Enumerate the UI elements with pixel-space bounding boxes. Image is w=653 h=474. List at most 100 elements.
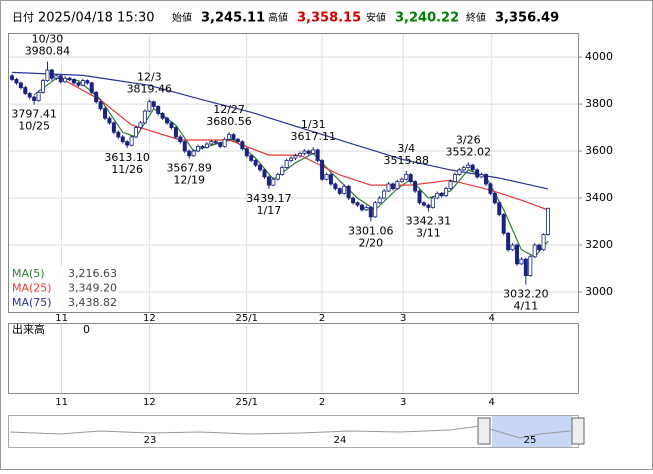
y-tick-label: 4000 <box>585 50 613 63</box>
candle-body <box>448 181 453 190</box>
candle-body <box>510 244 515 251</box>
candle-body <box>23 87 28 94</box>
candle-body <box>408 174 413 183</box>
candle-body <box>266 176 271 186</box>
candle-body <box>213 141 218 144</box>
candle-body <box>227 134 232 140</box>
candle-body <box>386 183 391 192</box>
candle-body <box>54 75 59 79</box>
candle-body <box>546 207 551 235</box>
candle-body <box>382 190 387 199</box>
annotation-value: 3032.20 <box>503 287 549 300</box>
candle-body <box>27 93 32 98</box>
volume-tick-label: 0 <box>83 323 90 336</box>
navigator-handle[interactable] <box>477 417 491 445</box>
candle-body <box>537 244 542 251</box>
annotation-date: 3/26 <box>456 133 481 146</box>
candle-body <box>421 202 426 206</box>
navigator-label: 24 <box>334 435 347 446</box>
candle-body <box>284 160 289 168</box>
annotation-date: 10/25 <box>18 120 50 133</box>
candle-body <box>333 183 338 190</box>
candle-body <box>147 101 152 112</box>
candle-body <box>328 174 333 185</box>
annotation-value: 3567.89 <box>166 162 212 175</box>
candle-body <box>262 169 267 178</box>
candle-body <box>532 244 537 258</box>
field-label: 安値 <box>366 11 386 24</box>
x-tick-label: 12 <box>143 397 156 408</box>
candle-body <box>142 110 147 124</box>
x-tick-label: 3 <box>400 397 406 408</box>
candle-body <box>240 141 245 150</box>
navigator-handle[interactable] <box>571 417 585 445</box>
annotation-value: 3552.02 <box>446 145 492 158</box>
annotation-date: 2/20 <box>358 236 383 249</box>
candle-body <box>151 101 156 107</box>
y-tick-label: 3400 <box>585 191 613 204</box>
annotation-date: 3/11 <box>416 227 441 240</box>
annotation-value: 3613.10 <box>104 151 150 164</box>
candle-body <box>501 214 506 234</box>
candle-body <box>187 150 192 157</box>
navigator-window[interactable] <box>492 416 572 447</box>
field-value: 3,245.11 <box>201 11 265 26</box>
candle-body <box>41 80 46 93</box>
candle-body <box>253 160 258 166</box>
candle-body <box>399 178 404 183</box>
navigator-line <box>9 425 571 439</box>
candle-body <box>72 79 77 84</box>
candle-body <box>390 183 395 190</box>
candle-body <box>368 207 373 218</box>
candle-body <box>306 150 311 154</box>
candle-body <box>191 150 196 157</box>
candle-body <box>32 96 37 101</box>
candle-body <box>395 181 400 190</box>
annotation-value: 3342.31 <box>406 215 452 228</box>
candle-body <box>475 169 480 178</box>
candle-body <box>103 108 108 119</box>
candle-body <box>14 79 19 84</box>
legend-value: 3,349.20 <box>68 282 117 295</box>
annotation-value: 3980.84 <box>25 45 71 58</box>
field-value: 3,240.22 <box>395 11 459 26</box>
candle-body <box>94 91 99 103</box>
candle-body <box>98 101 103 110</box>
annotation-date: 4/11 <box>513 299 538 312</box>
datetime: 2025/04/18 15:30 <box>38 11 155 26</box>
candle-body <box>479 174 484 178</box>
annotation-value: 3617.11 <box>290 130 336 143</box>
legend-value: 3,216.63 <box>68 267 117 280</box>
candle-body <box>196 145 201 152</box>
volume-panel <box>8 323 579 394</box>
legend-name: MA(25) <box>12 282 52 295</box>
candle-body <box>541 234 546 251</box>
candle-body <box>36 91 41 101</box>
candle-body <box>116 131 121 138</box>
candle-body <box>430 197 435 208</box>
volume-label: 出来高 <box>12 322 45 336</box>
candle-body <box>178 136 183 143</box>
candle-body <box>218 142 223 147</box>
candle-body <box>235 138 240 143</box>
candle-body <box>359 204 364 211</box>
x-tick-label: 4 <box>489 313 495 324</box>
candle-body <box>514 244 519 265</box>
candle-body <box>439 192 444 197</box>
candle-body <box>426 204 431 208</box>
candle-body <box>258 164 263 171</box>
candle-body <box>492 192 497 204</box>
candle-body <box>58 75 63 83</box>
candle-body <box>169 122 174 128</box>
candle-body <box>351 197 356 204</box>
legend-name: MA(5) <box>12 267 45 280</box>
annotation-date: 10/30 <box>32 33 64 46</box>
field-label: 終値 <box>466 11 486 24</box>
candle-body <box>165 117 170 124</box>
annotation-value: 3680.56 <box>206 115 252 128</box>
candle-body <box>523 258 528 276</box>
candle-body <box>120 136 125 143</box>
candle-body <box>275 174 280 180</box>
annotation-value: 3515.88 <box>383 154 429 167</box>
